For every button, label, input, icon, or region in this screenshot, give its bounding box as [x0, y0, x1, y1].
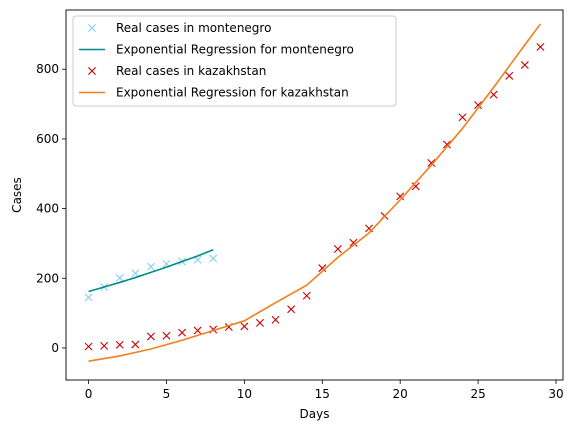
y-tick-label: 600 — [36, 132, 59, 146]
data-point-s2-27 — [505, 71, 514, 80]
data-point-s2-10 — [240, 322, 249, 331]
data-point-s2-23 — [442, 140, 451, 149]
y-axis-title: Cases — [10, 177, 24, 213]
data-point-s2-3 — [131, 340, 140, 349]
data-point-s0-8 — [209, 254, 218, 263]
legend-label-1: Exponential Regression for montenegro — [116, 43, 354, 57]
data-point-s2-0 — [84, 342, 93, 351]
y-tick-label: 400 — [36, 202, 59, 216]
data-point-s0-4 — [146, 262, 155, 271]
legend-label-0: Real cases in montenegro — [116, 21, 271, 35]
y-tick-label: 800 — [36, 62, 59, 76]
data-point-s2-22 — [427, 158, 436, 167]
x-tick-label: 15 — [315, 387, 330, 401]
y-axis: 0 200 400 600 800 — [36, 62, 66, 355]
series-line-3 — [88, 23, 542, 362]
x-tick-label: 0 — [85, 387, 93, 401]
legend-frame — [72, 15, 397, 107]
data-point-s0-2 — [115, 273, 124, 282]
data-point-s2-28 — [520, 61, 529, 70]
data-point-s2-26 — [489, 90, 498, 99]
data-point-s2-11 — [255, 318, 264, 327]
legend-label-2: Real cases in kazakhstan — [116, 64, 266, 78]
x-axis-title: Days — [300, 407, 330, 421]
data-point-s2-14 — [302, 291, 311, 300]
data-point-s2-7 — [193, 326, 202, 335]
legend-swatch-0 — [88, 24, 96, 32]
data-point-s2-1 — [100, 341, 109, 350]
y-tick-label: 200 — [36, 271, 59, 285]
x-tick-label: 25 — [470, 387, 485, 401]
x-tick-label: 20 — [393, 387, 408, 401]
legend-swatch-2 — [88, 67, 96, 75]
data-point-s2-20 — [396, 192, 405, 201]
x-tick-label: 30 — [548, 387, 563, 401]
data-point-s2-12 — [271, 315, 280, 324]
data-point-s2-13 — [287, 305, 296, 314]
data-point-s2-15 — [318, 264, 327, 273]
data-point-s2-25 — [474, 101, 483, 110]
x-tick-label: 10 — [237, 387, 252, 401]
data-point-s2-6 — [178, 328, 187, 337]
legend-label-3: Exponential Regression for kazakhstan — [116, 86, 349, 100]
data-point-s2-4 — [146, 332, 155, 341]
data-point-s2-2 — [115, 340, 124, 349]
x-axis: 0 5 10 15 20 25 30 — [85, 380, 564, 401]
data-point-s2-5 — [162, 331, 171, 340]
data-point-s0-0 — [84, 293, 93, 302]
plot-frame — [65, 9, 564, 381]
series-line-1 — [88, 248, 214, 293]
y-tick-label: 0 — [51, 341, 59, 355]
data-point-s2-21 — [411, 182, 420, 191]
series-layer — [84, 23, 545, 362]
data-point-s2-29 — [536, 42, 545, 51]
legend: Real cases in montenegro Exponential Regr… — [72, 15, 397, 107]
data-point-s0-3 — [131, 269, 140, 278]
data-point-s2-24 — [458, 113, 467, 122]
data-point-s2-17 — [349, 238, 358, 247]
x-tick-label: 5 — [163, 387, 171, 401]
data-point-s2-16 — [333, 245, 342, 253]
